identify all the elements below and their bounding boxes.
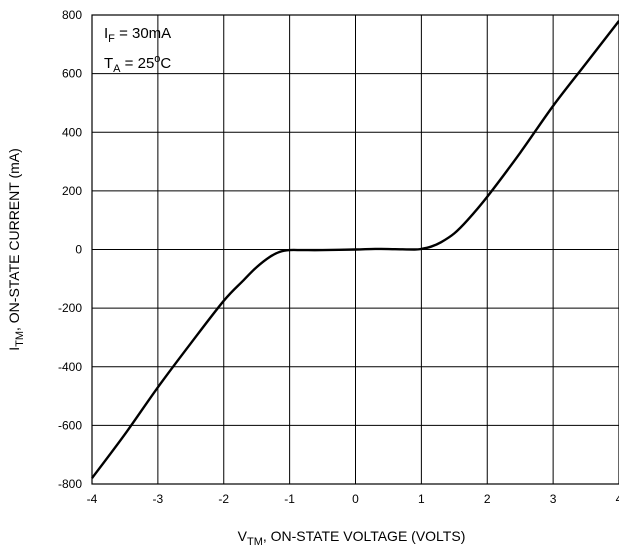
- ann2-rest: = 25: [121, 55, 155, 72]
- x-axis-label-rest: , ON-STATE VOLTAGE (VOLTS): [263, 528, 466, 544]
- series-line: [91, 20, 619, 479]
- x-tick-label: -1: [284, 492, 295, 506]
- y-axis-label: ITM, ON-STATE CURRENT (mA): [6, 148, 26, 351]
- x-tick-label: 4: [616, 492, 619, 506]
- y-tick-label: 400: [62, 125, 82, 139]
- plot-frame: [91, 14, 619, 485]
- x-axis-label-main: V: [238, 528, 248, 544]
- x-axis-label: VTM, ON-STATE VOLTAGE (VOLTS): [238, 528, 466, 548]
- x-axis-label-sub: TM: [247, 536, 263, 548]
- ann2-tail: C: [160, 55, 171, 72]
- y-tick-label: 0: [75, 243, 82, 257]
- y-tick-label: -600: [58, 418, 82, 432]
- y-axis-label-sub: TM: [14, 331, 26, 347]
- x-tick-labels: -4 -3 -2 -1 0 1 2 3 4: [87, 492, 619, 506]
- annotation-ambient-temp: TA = 25oC: [104, 53, 171, 75]
- y-axis-label-rest: , ON-STATE CURRENT (mA): [6, 148, 22, 331]
- y-tick-label: -400: [58, 360, 82, 374]
- ann2-main: T: [104, 55, 113, 72]
- y-tick-label: 800: [62, 8, 82, 22]
- x-tick-label: -4: [87, 492, 98, 506]
- y-tick-labels: -800 -600 -400 -200 0 200 400 600 800: [58, 8, 82, 491]
- x-tick-label: 2: [484, 492, 491, 506]
- ann1-sub: F: [108, 33, 115, 45]
- x-tick-label: -3: [153, 492, 164, 506]
- y-axis-label-main: I: [6, 347, 22, 351]
- ann1-rest: = 30mA: [115, 25, 171, 42]
- y-tick-label: 600: [62, 67, 82, 81]
- x-tick-label: 1: [418, 492, 425, 506]
- x-tick-label: 3: [550, 492, 557, 506]
- x-tick-label: 0: [352, 492, 359, 506]
- ann2-sub: A: [113, 63, 121, 75]
- y-tick-label: 200: [62, 184, 82, 198]
- ann2-sup: o: [154, 53, 160, 65]
- y-tick-label: -200: [58, 301, 82, 315]
- x-tick-label: -2: [218, 492, 229, 506]
- y-tick-label: -800: [58, 477, 82, 491]
- ann1-main: I: [104, 25, 108, 42]
- annotation-forward-current: IF = 30mA: [104, 25, 171, 45]
